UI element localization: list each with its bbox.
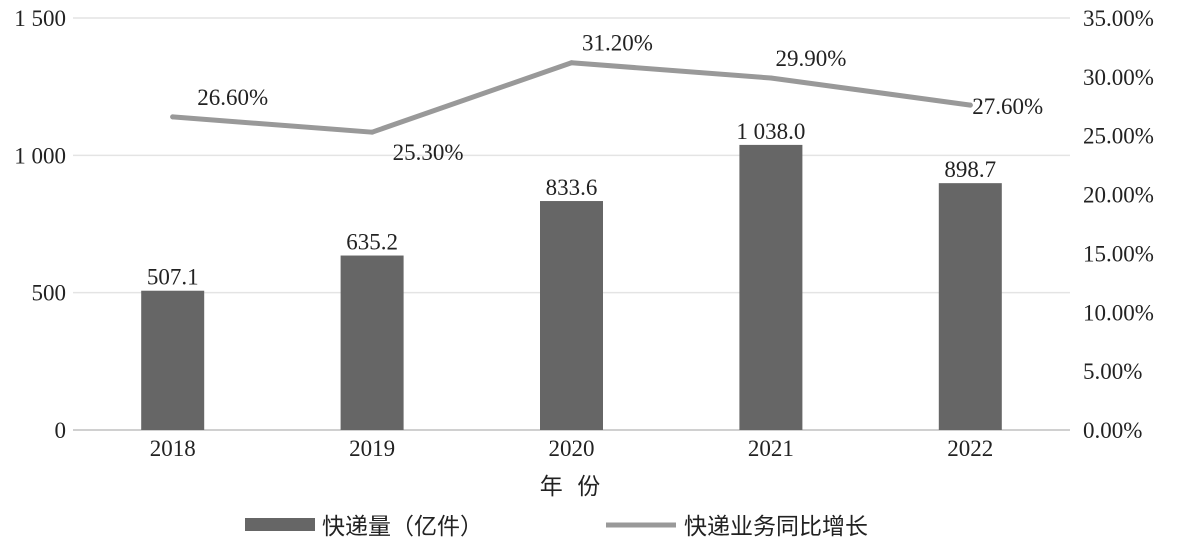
y-axis-right: 0.00% 5.00% 10.00% 15.00% 20.00% 25.00% 30.00%… xyxy=(1083,6,1154,443)
y-right-tick-label: 25.00% xyxy=(1083,124,1154,149)
bar-value-label: 898.7 xyxy=(944,157,996,182)
y-right-tick-label: 15.00% xyxy=(1083,241,1154,266)
y-right-tick-label: 30.00% xyxy=(1083,65,1154,90)
line-value-label: 25.30% xyxy=(393,140,464,165)
y-right-tick-label: 35.00% xyxy=(1083,6,1154,31)
bar xyxy=(938,183,1002,430)
line-point xyxy=(967,102,973,108)
line-series xyxy=(170,60,973,135)
x-tick-label: 2020 xyxy=(549,436,595,461)
x-tick-label: 2019 xyxy=(349,436,395,461)
x-tick-label: 2018 xyxy=(150,436,196,461)
legend-swatch-bars xyxy=(245,518,315,531)
line-point xyxy=(170,114,176,120)
line-point xyxy=(369,129,375,135)
y-right-tick-label: 0.00% xyxy=(1083,418,1142,443)
bar xyxy=(540,201,603,430)
bar-value-label: 507.1 xyxy=(147,265,199,290)
y-right-tick-label: 10.00% xyxy=(1083,300,1154,325)
line-value-label: 26.60% xyxy=(197,85,268,110)
legend: 快递量（亿件） 快递业务同比增长 xyxy=(245,514,868,540)
line-value-label: 27.60% xyxy=(972,94,1043,119)
line-value-label: 29.90% xyxy=(775,46,846,71)
y-left-tick-label: 0 xyxy=(55,418,67,443)
y-left-tick-label: 1 000 xyxy=(14,143,66,168)
bar xyxy=(739,144,803,430)
legend-label-line: 快递业务同比增长 xyxy=(684,514,868,540)
bar xyxy=(141,290,205,430)
line-point xyxy=(569,60,574,66)
y-right-tick-label: 20.00% xyxy=(1083,183,1154,208)
bar-value-label: 833.6 xyxy=(546,175,598,200)
y-right-tick-label: 5.00% xyxy=(1083,359,1142,384)
growth-line xyxy=(170,60,973,135)
x-axis-title: 年 份 xyxy=(540,474,601,500)
y-axis-left: 0 500 1 000 1 500 xyxy=(14,6,66,443)
bar xyxy=(340,255,404,430)
data-labels: 507.1 635.2 833.6 1 038.0 898.7 26.60% 25.30% 3… xyxy=(147,31,1043,290)
y-left-tick-label: 500 xyxy=(32,281,67,306)
line-value-label: 31.20% xyxy=(582,31,653,56)
line-point xyxy=(768,75,774,81)
x-tick-label: 2021 xyxy=(748,436,794,461)
bar-value-label: 1 038.0 xyxy=(736,119,805,144)
y-left-tick-label: 1 500 xyxy=(14,6,66,31)
x-axis: 2018 2019 2020 2021 2022 xyxy=(150,436,994,461)
x-tick-label: 2022 xyxy=(947,436,993,461)
legend-label-bars: 快递量（亿件） xyxy=(322,514,483,540)
bar-series xyxy=(141,144,1002,430)
bar-value-label: 635.2 xyxy=(346,230,398,255)
